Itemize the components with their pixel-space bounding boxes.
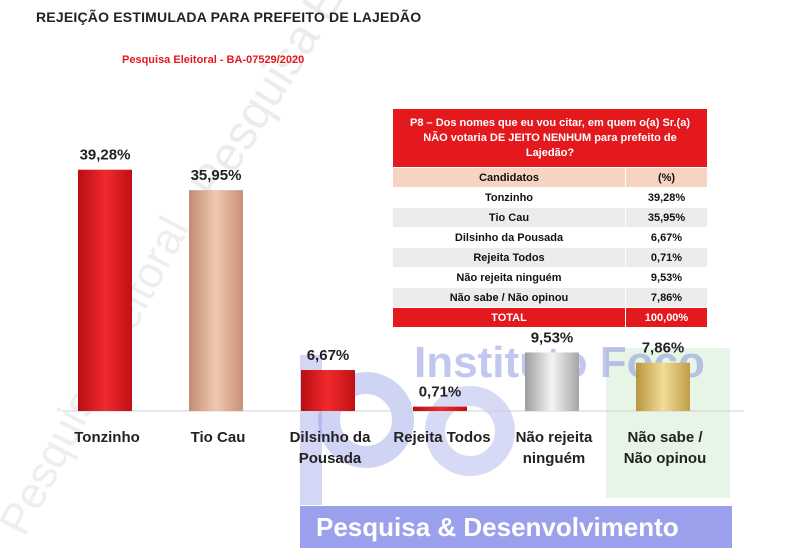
table-row: Não sabe / Não opinou 7,86% <box>392 287 708 308</box>
table-header-percent: (%) <box>625 167 708 188</box>
table-cell-name: Não sabe / Não opinou <box>392 287 626 308</box>
table-cell-value: 9,53% <box>625 267 708 288</box>
table-total-value: 100,00% <box>625 307 708 328</box>
table-cell-name: Não rejeita ninguém <box>392 267 626 288</box>
chart-subtitle: Pesquisa Eleitoral - BA-07529/2020 <box>122 54 305 66</box>
table-cell-name: Tio Cau <box>392 207 626 228</box>
chart-title: REJEIÇÃO ESTIMULADA PARA PREFEITO DE LAJ… <box>36 9 422 25</box>
x-tick-label: ninguém <box>523 450 586 467</box>
table-row: Tonzinho 39,28% <box>392 187 708 208</box>
data-label: 35,95% <box>191 167 242 184</box>
table-cell-value: 0,71% <box>625 247 708 268</box>
x-tick-label: Tio Cau <box>191 429 246 446</box>
bar-5 <box>525 352 579 411</box>
table-row: Dilsinho da Pousada 6,67% <box>392 227 708 248</box>
table-total-label: TOTAL <box>392 307 626 328</box>
data-label: 0,71% <box>419 384 462 401</box>
table-row: Não rejeita ninguém 9,53% <box>392 267 708 288</box>
x-tick-label: Tonzinho <box>74 429 140 446</box>
data-label: 6,67% <box>307 347 350 364</box>
footer-banner-text: Pesquisa & Desenvolvimento <box>316 512 679 542</box>
x-tick-label: Não rejeita <box>516 429 593 446</box>
table-row: Tio Cau 35,95% <box>392 207 708 228</box>
table-cell-value: 39,28% <box>625 187 708 208</box>
bar-2 <box>189 190 243 411</box>
x-tick-label: Pousada <box>299 450 362 467</box>
data-label: 9,53% <box>531 329 574 346</box>
bar-4 <box>413 406 467 411</box>
table-cell-name: Tonzinho <box>392 187 626 208</box>
table-cell-name: Rejeita Todos <box>392 247 626 268</box>
table-cell-value: 6,67% <box>625 227 708 248</box>
table-cell-name: Dilsinho da Pousada <box>392 227 626 248</box>
table-total-row: TOTAL 100,00% <box>392 307 708 328</box>
table-header-candidates: Candidatos <box>392 167 626 188</box>
table-question: P8 – Dos nomes que eu vou citar, em quem… <box>392 108 708 168</box>
table-header-row: Candidatos (%) <box>392 167 708 188</box>
x-tick-label: Não sabe / <box>627 429 703 446</box>
results-table: P8 – Dos nomes que eu vou citar, em quem… <box>392 108 708 328</box>
x-tick-label: Dilsinho da <box>290 429 371 446</box>
x-tick-label: Não opinou <box>624 450 707 467</box>
table-row: Rejeita Todos 0,71% <box>392 247 708 268</box>
data-label: 7,86% <box>642 340 685 357</box>
data-label: 39,28% <box>80 147 131 164</box>
bar-6 <box>636 362 690 411</box>
bar-3 <box>301 370 355 411</box>
footer-banner: Pesquisa & Desenvolvimento <box>300 506 732 548</box>
x-tick-label: Rejeita Todos <box>393 429 490 446</box>
table-cell-value: 7,86% <box>625 287 708 308</box>
table-cell-value: 35,95% <box>625 207 708 228</box>
bar-1 <box>78 169 132 411</box>
